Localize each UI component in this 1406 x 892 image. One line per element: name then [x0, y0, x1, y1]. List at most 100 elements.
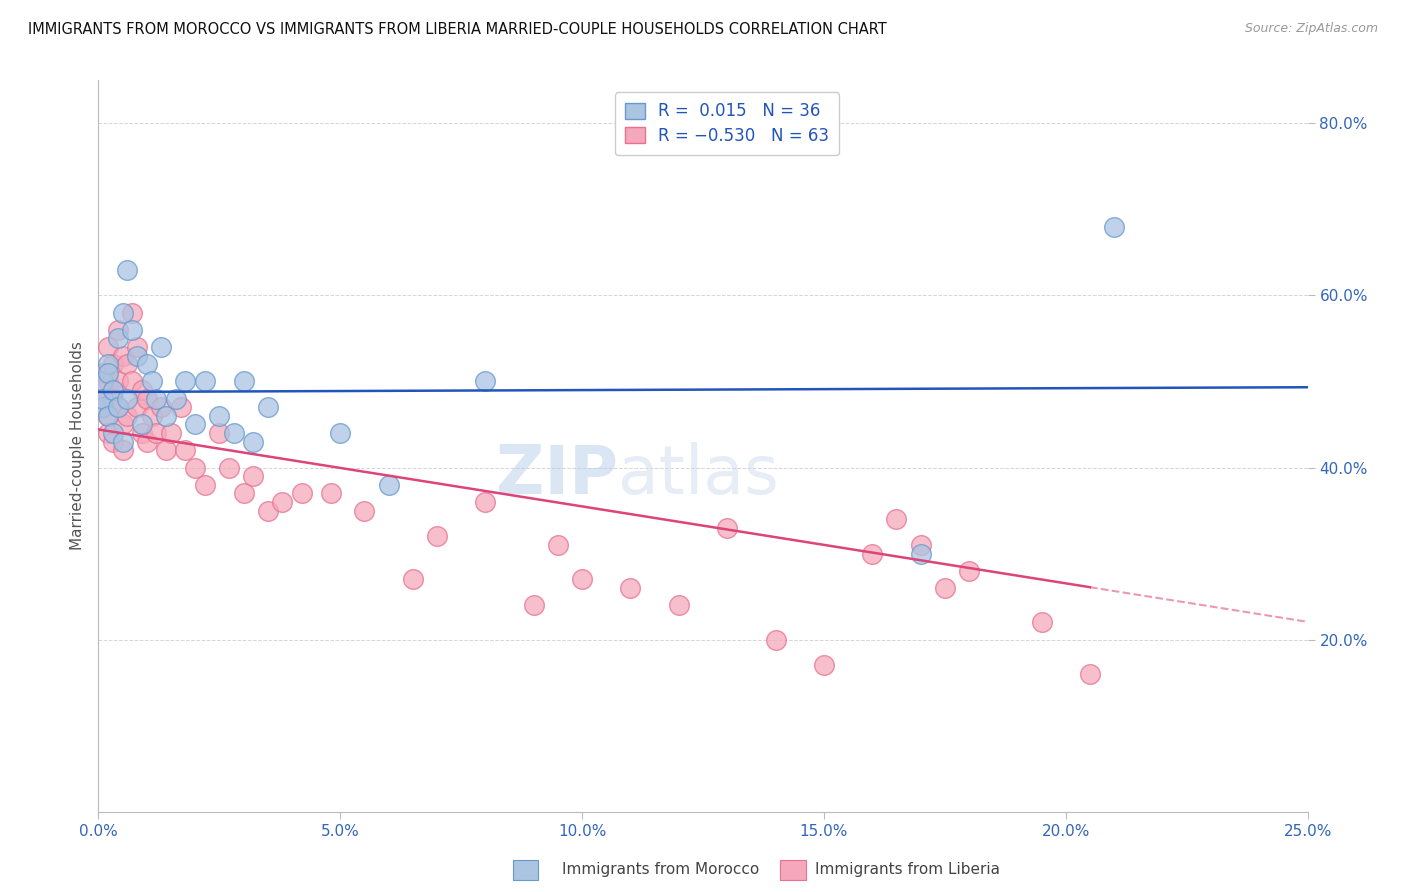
Point [957, 564, 980, 578]
Point [111, 434, 134, 449]
Point [165, 392, 187, 406]
Point [547, 538, 569, 552]
Point [121, 323, 143, 337]
Point [271, 495, 294, 509]
Point [765, 632, 787, 647]
Point [155, 409, 177, 423]
Point [716, 521, 738, 535]
Point [107, 331, 129, 345]
Point [174, 375, 197, 389]
Point [121, 375, 143, 389]
Point [813, 658, 835, 673]
Point [97, 340, 120, 354]
Point [523, 598, 546, 612]
Point [194, 477, 217, 491]
Point [127, 340, 149, 354]
Point [117, 357, 139, 371]
Point [117, 409, 139, 423]
Point [619, 581, 641, 595]
Point [474, 375, 496, 389]
Point [174, 443, 197, 458]
Point [135, 434, 157, 449]
Point [242, 434, 264, 449]
Point [208, 409, 231, 423]
Point [111, 417, 134, 432]
Point [127, 349, 149, 363]
Point [218, 460, 240, 475]
Point [101, 434, 124, 449]
Point [91, 366, 114, 380]
Point [107, 401, 129, 415]
Text: atlas: atlas [619, 442, 779, 508]
Text: Immigrants from Morocco: Immigrants from Morocco [562, 863, 759, 877]
Point [886, 512, 908, 526]
Point [160, 426, 183, 441]
Point [290, 486, 312, 500]
Point [111, 305, 134, 319]
Text: IMMIGRANTS FROM MOROCCO VS IMMIGRANTS FROM LIBERIA MARRIED-COUPLE HOUSEHOLDS COR: IMMIGRANTS FROM MOROCCO VS IMMIGRANTS FR… [28, 22, 887, 37]
Point [111, 349, 134, 363]
Point [256, 503, 278, 517]
Point [111, 443, 134, 458]
Point [910, 538, 932, 552]
Point [194, 375, 217, 389]
Point [121, 305, 143, 319]
Point [131, 426, 153, 441]
Point [222, 426, 245, 441]
Point [145, 392, 167, 406]
Point [184, 417, 207, 432]
Point [934, 581, 956, 595]
Point [145, 426, 167, 441]
Point [97, 366, 120, 380]
Point [91, 401, 114, 415]
Point [329, 426, 352, 441]
Point [107, 323, 129, 337]
Point [131, 417, 153, 432]
Point [169, 401, 191, 415]
Point [1031, 615, 1053, 630]
Point [377, 477, 399, 491]
Point [91, 401, 114, 415]
Y-axis label: Married-couple Households: Married-couple Households [69, 342, 84, 550]
Point [232, 486, 254, 500]
Legend: R =  0.015   N = 36, R = −0.530   N = 63: R = 0.015 N = 36, R = −0.530 N = 63 [614, 92, 839, 155]
Point [141, 375, 163, 389]
Point [155, 443, 177, 458]
Point [242, 469, 264, 483]
Point [97, 375, 120, 389]
Point [131, 383, 153, 397]
Point [402, 573, 425, 587]
Point [127, 401, 149, 415]
Point [91, 392, 114, 406]
Point [135, 392, 157, 406]
Point [668, 598, 690, 612]
Point [571, 573, 593, 587]
Point [101, 357, 124, 371]
Point [97, 426, 120, 441]
Point [135, 357, 157, 371]
Point [91, 375, 114, 389]
Point [97, 357, 120, 371]
Point [860, 547, 883, 561]
Point [141, 409, 163, 423]
Point [101, 426, 124, 441]
Text: ZIP: ZIP [496, 442, 619, 508]
Point [101, 383, 124, 397]
Point [117, 262, 139, 277]
Point [97, 409, 120, 423]
Point [97, 409, 120, 423]
Point [1102, 219, 1125, 234]
Point [474, 495, 496, 509]
Text: Immigrants from Liberia: Immigrants from Liberia [815, 863, 1001, 877]
Point [353, 503, 375, 517]
Text: Source: ZipAtlas.com: Source: ZipAtlas.com [1244, 22, 1378, 36]
Point [1078, 667, 1101, 681]
Point [184, 460, 207, 475]
Point [256, 401, 278, 415]
Point [91, 392, 114, 406]
Point [232, 375, 254, 389]
Point [319, 486, 342, 500]
Point [107, 375, 129, 389]
Point [426, 529, 449, 543]
Point [150, 401, 173, 415]
